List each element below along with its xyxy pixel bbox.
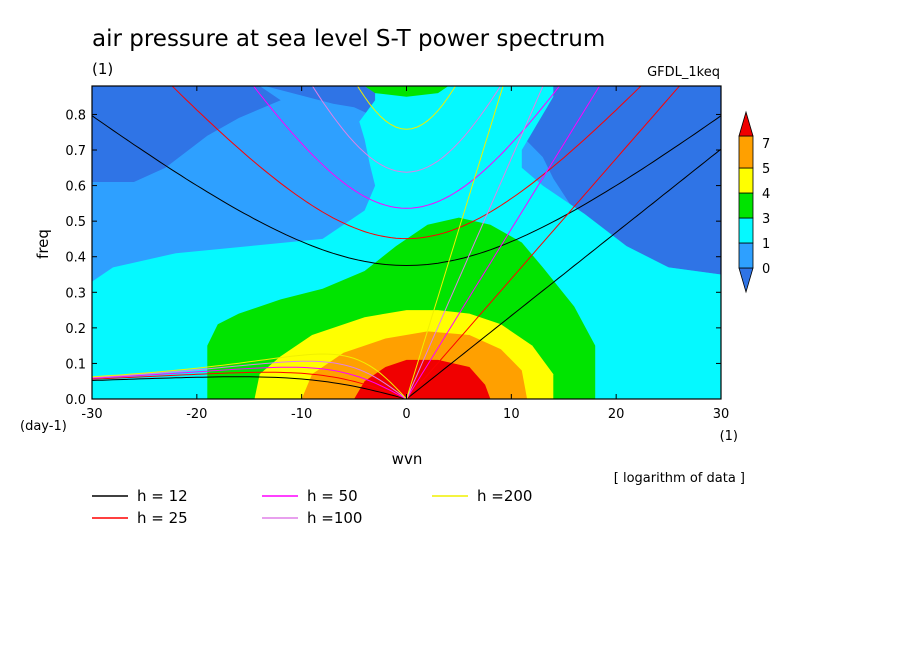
y-tick-label: 0.1 <box>65 357 86 372</box>
rossby-curve-h25 <box>92 371 407 399</box>
x-tick-label: -30 <box>81 407 102 422</box>
kelvin-curve-h12 <box>406 148 721 399</box>
contour-region-6 <box>364 86 449 97</box>
colorbar-segment <box>738 242 754 269</box>
colorbar-arrow-high <box>738 110 754 137</box>
x-tick-label: 0 <box>402 407 410 422</box>
y-tick-label: 0.0 <box>65 393 86 408</box>
model-label: GFDL_1keq <box>647 65 720 80</box>
x-tick-label: -10 <box>291 407 312 422</box>
gravity-curve-h12 <box>92 115 721 267</box>
y-tick-label: 0.4 <box>65 251 86 266</box>
y-tick-label: 0.7 <box>65 144 86 159</box>
y-tick-label: 0.2 <box>65 322 86 337</box>
gravity-curve-h100 <box>311 86 502 173</box>
data-note: [ logarithm of data ] <box>614 471 745 486</box>
dispersion-curves <box>92 86 721 399</box>
chart-subtitle-unit: (1) <box>92 60 113 78</box>
colorbar-arrow-low <box>738 267 754 294</box>
kelvin-curve-h25 <box>406 86 681 399</box>
rossby-curve-h200 <box>92 353 407 399</box>
legend-label: h =100 <box>307 509 362 527</box>
colorbar-label: 0 <box>762 262 770 277</box>
legend-label: h = 50 <box>307 487 358 505</box>
rossby-curve-h50 <box>92 366 407 399</box>
kelvin-curve-h100 <box>406 86 544 399</box>
legend: h = 12 h = 25 h = 50 h =100 h =200 <box>92 487 532 527</box>
gravity-curve-h50 <box>252 86 561 209</box>
y-tick-label: 0.5 <box>65 215 86 230</box>
kelvin-curve-h200 <box>406 86 504 399</box>
legend-label: h =200 <box>477 487 532 505</box>
x-tick-label: 20 <box>608 407 625 422</box>
contour-fills <box>92 86 721 399</box>
colorbar-segment <box>738 135 754 169</box>
contour-region-1 <box>92 86 281 182</box>
x-axis-title: wvn <box>392 450 423 468</box>
kelvin-curve-h50 <box>406 86 601 399</box>
axes: -30 -20 -10 0 10 20 30 0.0 0.1 0.2 0.3 0.4 0.5 0.6 0.7… <box>65 86 729 422</box>
colorbar-label: 4 <box>762 187 770 202</box>
gravity-curve-h200 <box>357 86 456 130</box>
chart-title: air pressure at sea level S-T power spec… <box>92 26 605 52</box>
y-tick-label: 0.6 <box>65 180 86 195</box>
contour-region-3 <box>511 86 721 275</box>
y-tick-label: 0.8 <box>65 108 86 123</box>
colorbar-segment <box>738 167 754 194</box>
colorbar-label: 5 <box>762 162 770 177</box>
colorbar-segment <box>738 192 754 219</box>
y-unit-label: (day-1) <box>20 419 67 434</box>
y-axis-title: freq <box>34 229 52 259</box>
colorbar: 0 1 3 4 5 7 <box>738 110 770 294</box>
x-tick-label: -20 <box>186 407 207 422</box>
legend-label: h = 25 <box>137 509 188 527</box>
colorbar-segment <box>738 217 754 244</box>
rossby-curve-h12 <box>92 376 407 399</box>
y-tick-label: 0.3 <box>65 286 86 301</box>
colorbar-label: 3 <box>762 212 770 227</box>
x-tick-label: 10 <box>503 407 520 422</box>
legend-label: h = 12 <box>137 487 188 505</box>
x-tick-label: 30 <box>713 407 730 422</box>
gravity-curve-h25 <box>171 86 642 240</box>
rossby-curve-h100 <box>92 360 407 399</box>
colorbar-label: 1 <box>762 237 770 252</box>
x-unit-label: (1) <box>720 429 738 444</box>
colorbar-label: 7 <box>762 137 770 152</box>
